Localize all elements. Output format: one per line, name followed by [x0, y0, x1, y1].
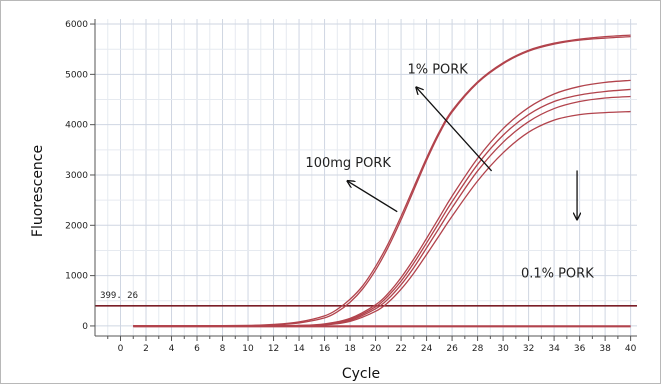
y-tick-label: 3000 — [65, 171, 88, 181]
x-tick-label: 16 — [319, 344, 331, 354]
annotation-arrow — [416, 87, 493, 172]
y-tick-label: 1000 — [65, 272, 88, 282]
threshold-layer: 399. 26 — [95, 291, 637, 307]
x-tick-label: 30 — [497, 344, 509, 354]
x-tick-label: 12 — [268, 344, 279, 354]
x-tick-label: 38 — [599, 344, 611, 354]
amplification-curve — [133, 79, 631, 327]
annotation-label: 1% PORK — [407, 62, 468, 77]
x-tick-label: 0 — [118, 344, 124, 354]
x-tick-label: 18 — [344, 344, 356, 354]
y-tick-label: 4000 — [65, 121, 88, 131]
x-tick-label: 28 — [472, 344, 484, 354]
x-tick-label: 2 — [143, 344, 149, 354]
y-tick-label: 0 — [82, 322, 88, 332]
amplification-curve — [133, 95, 631, 327]
x-axis-title: Cycle — [342, 366, 380, 382]
x-tick-label: 34 — [548, 344, 560, 354]
threshold-label: 399. 26 — [100, 291, 138, 301]
amplification-curve — [133, 35, 631, 327]
annotation-arrow — [348, 181, 398, 213]
x-tick-label: 24 — [421, 344, 433, 354]
y-axis-title: Fluorescence — [30, 145, 46, 237]
y-tick-label: 2000 — [65, 221, 88, 231]
annotation-label: 100mg PORK — [305, 156, 391, 171]
amplification-curve — [133, 34, 631, 327]
x-tick-label: 20 — [370, 344, 382, 354]
x-tick-label: 8 — [220, 344, 226, 354]
x-tick-label: 36 — [574, 344, 586, 354]
x-tick-label: 40 — [625, 344, 637, 354]
grid — [95, 19, 637, 336]
x-tick-label: 6 — [194, 344, 200, 354]
x-tick-label: 32 — [523, 344, 534, 354]
annotations: 1% PORK 100mg PORK 0.1% PORK — [305, 62, 594, 281]
x-tick-label: 10 — [242, 344, 254, 354]
x-tick-label: 4 — [169, 344, 175, 354]
y-tick-label: 5000 — [65, 70, 88, 80]
annotation-label: 0.1% PORK — [521, 267, 594, 282]
x-tick-label: 26 — [446, 344, 458, 354]
x-tick-label: 14 — [293, 344, 305, 354]
series-layer — [133, 34, 631, 328]
amplification-curve — [133, 110, 631, 327]
y-tick-label: 6000 — [65, 20, 88, 30]
x-tick-label: 22 — [395, 344, 406, 354]
